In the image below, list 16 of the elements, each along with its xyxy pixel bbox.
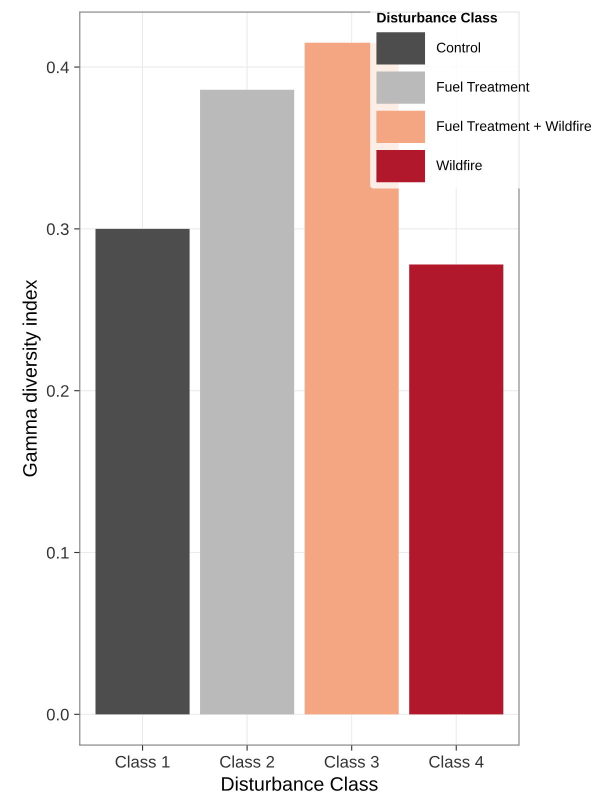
- legend-label: Fuel Treatment + Wildfire: [437, 120, 592, 131]
- y-tick-label: 0.2: [46, 385, 69, 397]
- legend-label: Fuel Treatment: [437, 82, 530, 92]
- x-tick-label: Class 2: [220, 755, 274, 768]
- y-tick-label: 0.4: [46, 61, 69, 74]
- x-axis-title: Disturbance Class: [222, 776, 378, 791]
- x-tick-label: Class 4: [429, 755, 484, 768]
- legend-title: Disturbance Class: [377, 12, 498, 23]
- x-tick-label: Class 1: [116, 755, 170, 768]
- y-tick-label: 0.0: [46, 708, 69, 721]
- y-tick-label: 0.3: [46, 223, 69, 236]
- legend-label: Wildfire: [436, 160, 482, 170]
- legend-label: Control: [436, 42, 480, 53]
- x-tick-label: Class 3: [324, 755, 379, 768]
- y-axis-title: Gamma diversity index: [22, 280, 41, 476]
- y-tick-label: 0.1: [46, 546, 69, 559]
